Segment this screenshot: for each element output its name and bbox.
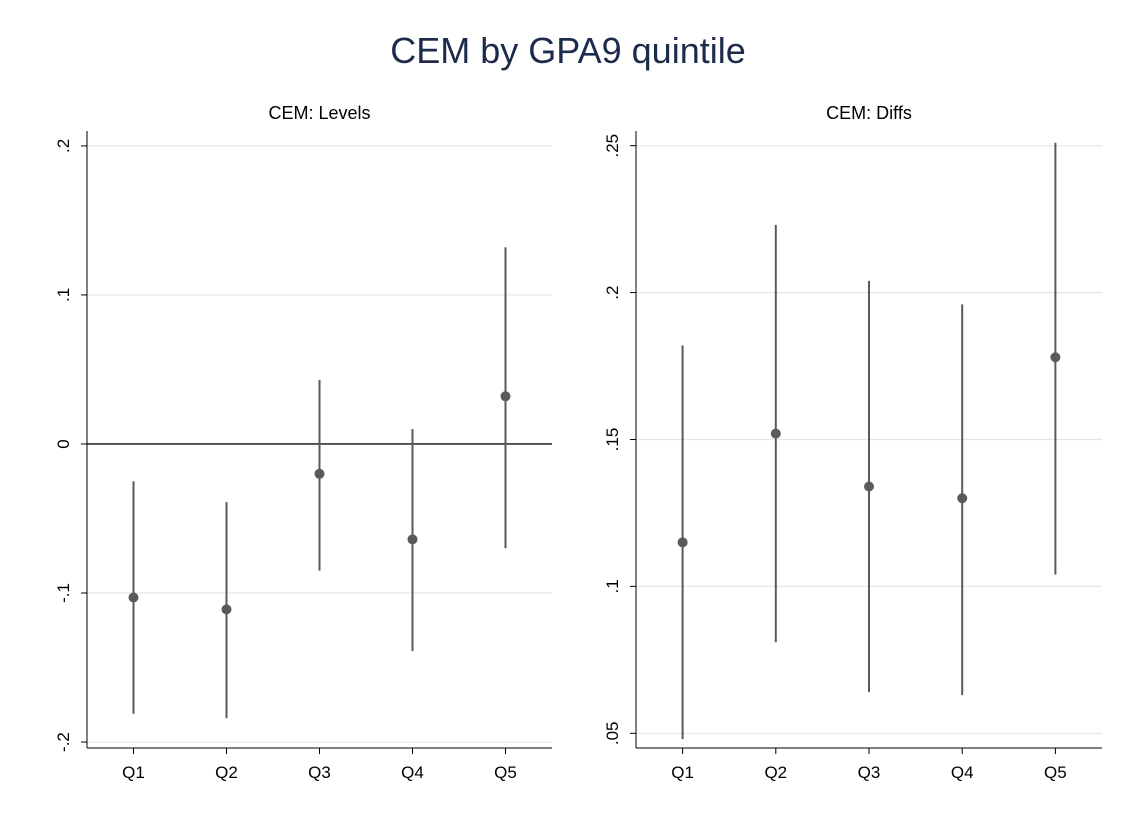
y-tick-label: -.1 [54, 583, 73, 603]
point-estimate-marker [864, 481, 874, 492]
panel-title: CEM: Levels [268, 103, 370, 123]
x-tick-label: Q1 [671, 763, 694, 782]
x-tick-label: Q4 [401, 763, 424, 782]
point-estimate-marker [314, 468, 325, 479]
y-tick-label: -.2 [54, 732, 73, 752]
point-estimate-marker [770, 428, 781, 439]
y-tick-label: 0 [54, 439, 73, 448]
y-tick-label: .1 [603, 579, 622, 593]
panel-levels: -.2 -.1 0 .1 .2 Q1 Q2 Q3 Q4 Q5 CEM: Levels [54, 103, 552, 782]
point-estimate-marker [407, 534, 418, 545]
y-tick-label: .1 [54, 288, 73, 302]
point-estimate-marker [500, 391, 511, 402]
figure-title: CEM by GPA9 quintile [390, 30, 745, 71]
point-estimate-marker [1050, 352, 1061, 363]
y-tick-label: .2 [54, 139, 73, 153]
x-tick-label: Q3 [858, 763, 881, 782]
x-tick-label: Q5 [494, 763, 517, 782]
point-estimate-marker [221, 604, 232, 615]
point-estimate-marker [677, 537, 688, 548]
y-tick-label: .2 [603, 286, 622, 300]
panel-title: CEM: Diffs [826, 103, 912, 123]
x-tick-label: Q4 [951, 763, 974, 782]
point-estimate-marker [957, 493, 968, 504]
x-tick-label: Q1 [122, 763, 145, 782]
panel-diffs: .05 .1 .15 .2 .25 Q1 Q2 Q3 Q4 Q5 CEM: Diffs [603, 103, 1102, 782]
y-tick-label: .25 [603, 134, 622, 158]
point-estimate-marker [128, 592, 139, 603]
x-tick-label: Q5 [1044, 763, 1067, 782]
x-tick-label: Q2 [764, 763, 787, 782]
x-tick-label: Q3 [308, 763, 331, 782]
x-tick-label: Q2 [215, 763, 238, 782]
y-tick-label: .05 [603, 721, 622, 745]
y-tick-label: .15 [603, 428, 622, 452]
